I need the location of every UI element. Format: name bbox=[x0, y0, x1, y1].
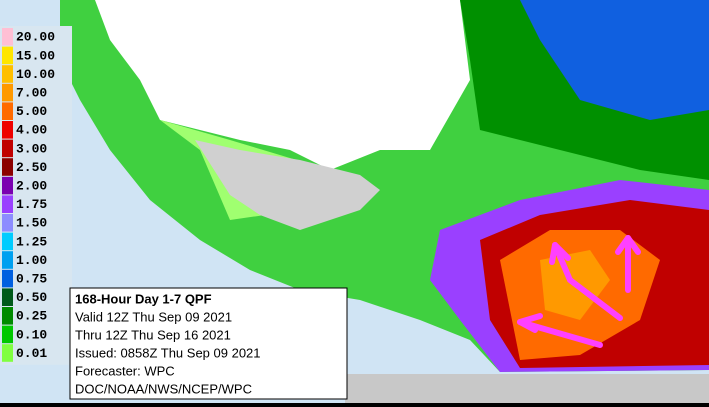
legend-label: 1.00 bbox=[16, 253, 47, 268]
legend-swatch bbox=[2, 214, 13, 232]
legend-swatch bbox=[2, 307, 13, 325]
legend: 20.00 15.00 10.00 7.00 5.00 4.00 3.00 2.50 2.00 1… bbox=[0, 26, 72, 365]
info-line: Issued: 0858Z Thu Sep 09 2021 bbox=[75, 345, 261, 360]
legend-label: 7.00 bbox=[16, 86, 47, 101]
legend-label: 10.00 bbox=[16, 67, 55, 82]
legend-swatch bbox=[2, 232, 13, 251]
legend-swatch bbox=[2, 46, 13, 65]
arrow-head bbox=[549, 242, 571, 265]
legend-label: 2.00 bbox=[16, 179, 47, 194]
mexico-dry bbox=[195, 140, 380, 230]
legend-label: 0.75 bbox=[16, 272, 47, 287]
info-line: Valid 12Z Thu Sep 09 2021 bbox=[75, 309, 232, 324]
legend-swatch bbox=[2, 176, 13, 195]
legend-label: 0.50 bbox=[16, 290, 47, 305]
info-box bbox=[69, 287, 348, 400]
arrows bbox=[517, 235, 641, 348]
legend-swatch bbox=[2, 121, 13, 139]
arrow-head bbox=[517, 313, 543, 333]
info-line: DOC/NOAA/NWS/NCEP/WPC bbox=[75, 381, 252, 396]
legend-label: 0.10 bbox=[16, 327, 47, 342]
legend-label: 1.25 bbox=[16, 234, 47, 249]
legend-swatch bbox=[2, 269, 13, 288]
legend-swatch bbox=[2, 28, 13, 46]
legend-swatch bbox=[2, 288, 13, 306]
arrow-head bbox=[615, 235, 641, 255]
legend-label: 20.00 bbox=[16, 30, 55, 45]
dry-area bbox=[95, 0, 470, 170]
info-title: 168-Hour Day 1-7 QPF bbox=[75, 291, 212, 306]
legend-label: 5.00 bbox=[16, 104, 47, 119]
legend-swatch bbox=[2, 325, 13, 344]
legend-label: 3.00 bbox=[16, 141, 47, 156]
info-line: Thru 12Z Thu Sep 16 2021 bbox=[75, 327, 231, 342]
legend-label: 15.00 bbox=[16, 48, 55, 63]
legend-label: 1.50 bbox=[16, 216, 47, 231]
bottom-land bbox=[345, 374, 709, 404]
legend-label: 1.75 bbox=[16, 197, 47, 212]
legend-swatch bbox=[2, 102, 13, 120]
legend-label: 0.25 bbox=[16, 309, 47, 324]
legend-swatch bbox=[2, 195, 13, 213]
legend-swatch bbox=[2, 83, 13, 102]
legend-label: 2.50 bbox=[16, 160, 47, 175]
legend-label: 0.01 bbox=[16, 346, 47, 361]
legend-label: 4.00 bbox=[16, 123, 47, 138]
bottom-border bbox=[0, 403, 709, 407]
info-text: 168-Hour Day 1-7 QPF Valid 12Z Thu Sep 09… bbox=[75, 291, 261, 396]
arrow bbox=[552, 242, 623, 321]
legend-swatch bbox=[2, 344, 13, 362]
legend-swatch bbox=[2, 158, 13, 176]
legend-swatch bbox=[2, 65, 13, 83]
heavy-precip-north bbox=[520, 0, 709, 120]
info-line: Forecaster: WPC bbox=[75, 363, 175, 378]
legend-swatch bbox=[2, 251, 13, 269]
legend-swatch bbox=[2, 139, 13, 158]
